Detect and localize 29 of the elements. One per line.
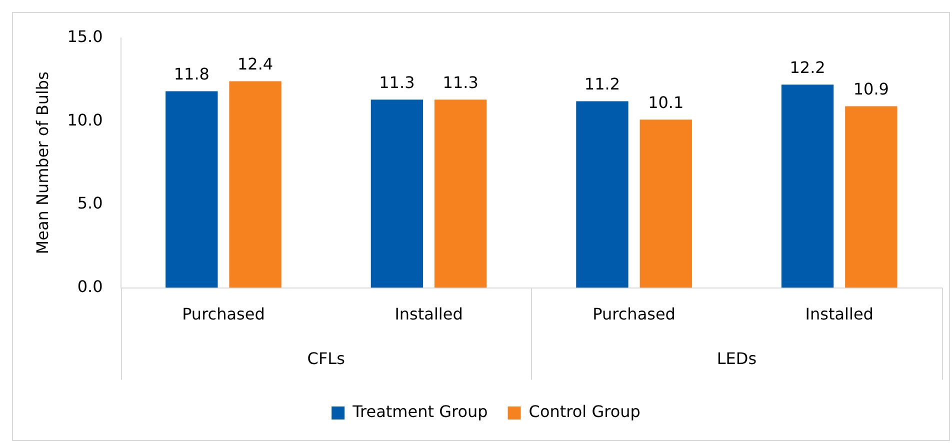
data-label: 12.4	[237, 54, 274, 74]
bar	[370, 100, 424, 288]
text: LEDs	[716, 348, 757, 368]
y-tick-label: 10.0	[67, 110, 103, 130]
y-tick-label: 15.0	[67, 27, 103, 46]
x-tick-label: Purchased	[182, 304, 265, 324]
data-label: 11.3	[379, 72, 415, 92]
bar	[576, 101, 628, 288]
legend-label: Control Group	[528, 402, 640, 422]
y-tick-label: 0.0	[77, 276, 103, 296]
bar	[229, 81, 282, 288]
x-tick-label: Purchased	[592, 304, 676, 324]
data-label: 11.2	[584, 74, 620, 94]
data-label: 11.8	[174, 64, 210, 84]
x-tick-label: Installed	[805, 304, 874, 324]
bar	[640, 120, 692, 288]
data-label: 12.2	[790, 58, 826, 77]
bar	[166, 91, 218, 288]
y-axis-title: Mean Number of Bulbs	[32, 72, 52, 254]
bar	[781, 84, 834, 288]
data-label: 10.9	[853, 79, 889, 98]
legend-label: Treatment Group	[352, 402, 488, 422]
bar	[434, 100, 487, 288]
bar	[845, 106, 898, 288]
data-label: 11.3	[442, 72, 478, 92]
y-tick-label: 5.0	[77, 194, 103, 213]
text: CFLs	[307, 348, 345, 368]
data-label: 10.1	[648, 92, 684, 112]
x-tick-label: Installed	[394, 304, 463, 324]
